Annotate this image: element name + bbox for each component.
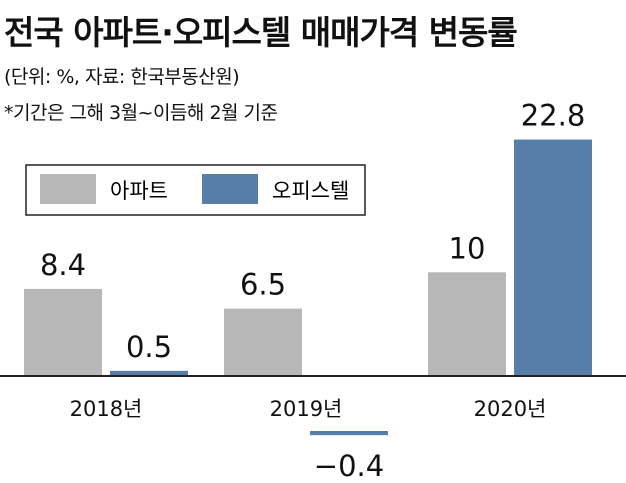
chart-title: 전국 아파트·오피스텔 매매가격 변동률 <box>4 13 518 52</box>
value-label-apartment-3: 10 <box>449 231 486 265</box>
bar-apartment-3 <box>428 272 506 376</box>
x-tick-label-2: 2019년 <box>270 397 343 421</box>
value-label-apartment-2: 6.5 <box>240 268 286 302</box>
legend-label-officetel: 오피스텔 <box>272 179 349 203</box>
value-label-officetel-1: 0.5 <box>126 330 172 364</box>
value-label-apartment-1: 8.4 <box>40 248 86 282</box>
bar-apartment-2 <box>224 308 302 376</box>
legend-swatch-officetel <box>202 174 258 204</box>
bar-apartment-1 <box>24 288 102 376</box>
x-tick-label-1: 2018년 <box>70 397 143 421</box>
bar-officetel-2 <box>310 431 388 436</box>
x-tick-label-3: 2020년 <box>474 397 547 421</box>
period-note: *기간은 그해 3월~이듬해 2월 기준 <box>4 102 278 124</box>
bar-officetel-3 <box>514 139 592 376</box>
chart-marks: 8.4 0.5 6.5 −0.4 10 22.8 <box>24 99 592 483</box>
value-label-officetel-2: −0.4 <box>314 449 384 483</box>
chart-subtitle: (단위: %, 자료: 한국부동산원) <box>4 66 240 88</box>
legend: 아파트 오피스텔 <box>25 164 366 216</box>
legend-label-apartment: 아파트 <box>110 179 168 203</box>
x-axis-ticks: 2018년 2019년 2020년 <box>70 397 547 421</box>
bar-officetel-1 <box>110 370 188 376</box>
legend-swatch-apartment <box>40 174 96 204</box>
value-label-officetel-3: 22.8 <box>521 99 586 133</box>
